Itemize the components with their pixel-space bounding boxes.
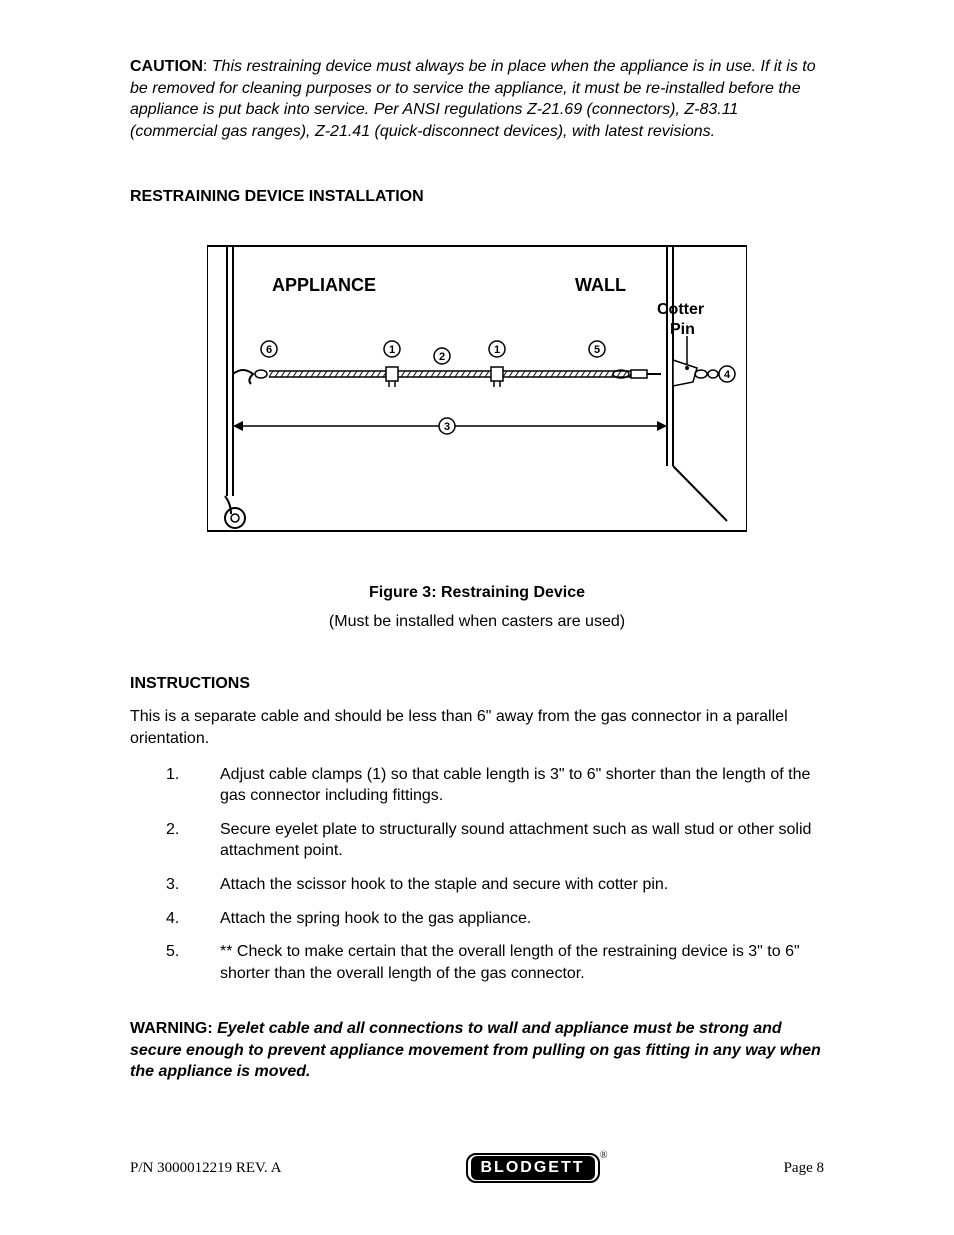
- footer-page-number: Page 8: [784, 1158, 824, 1178]
- warning-body: Eyelet cable and all connections to wall…: [130, 1020, 821, 1080]
- svg-text:3: 3: [444, 421, 450, 433]
- caution-separator: :: [203, 58, 212, 75]
- svg-text:5: 5: [594, 344, 600, 356]
- step-text: Secure eyelet plate to structurally soun…: [220, 819, 824, 862]
- steps-list: 1.Adjust cable clamps (1) so that cable …: [166, 764, 824, 985]
- svg-text:1: 1: [389, 344, 395, 356]
- svg-text:WALL: WALL: [575, 275, 626, 295]
- caution-paragraph: CAUTION: This restraining device must al…: [130, 56, 824, 142]
- brand-logo: BLODGETT ®: [466, 1153, 600, 1183]
- figure: 6 1 2 1 5 4 3 APPLIANCE WALL Cotter Pin: [207, 236, 747, 541]
- step-item: 3. Attach the scissor hook to the staple…: [166, 874, 824, 896]
- step-number: 1.: [166, 764, 220, 807]
- footer-logo-cell: BLODGETT ®: [281, 1153, 783, 1183]
- step-item: 1.Adjust cable clamps (1) so that cable …: [166, 764, 824, 807]
- warning-paragraph: WARNING: Eyelet cable and all connection…: [130, 1018, 824, 1083]
- step-text: Adjust cable clamps (1) so that cable le…: [220, 764, 824, 807]
- figure-wrap: 6 1 2 1 5 4 3 APPLIANCE WALL Cotter Pin Figure 3: …: [130, 236, 824, 633]
- section-heading: RESTRAINING DEVICE INSTALLATION: [130, 186, 824, 208]
- svg-text:1: 1: [494, 344, 500, 356]
- step-number: 5.: [166, 941, 220, 984]
- svg-text:4: 4: [724, 369, 731, 381]
- svg-text:2: 2: [439, 351, 445, 363]
- svg-text:Cotter: Cotter: [657, 301, 704, 318]
- step-item: 2.Secure eyelet plate to structurally so…: [166, 819, 824, 862]
- brand-logo-text: BLODGETT: [471, 1156, 595, 1180]
- svg-text:APPLIANCE: APPLIANCE: [272, 275, 376, 295]
- caution-label: CAUTION: [130, 58, 203, 75]
- step-text: Attach the scissor hook to the staple an…: [220, 874, 824, 896]
- instructions-intro: This is a separate cable and should be l…: [130, 706, 824, 749]
- figure-subtitle: (Must be installed when casters are used…: [130, 611, 824, 633]
- registered-mark-icon: ®: [600, 1149, 608, 1163]
- svg-text:6: 6: [266, 344, 272, 356]
- page-footer: P/N 3000012219 REV. A BLODGETT ® Page 8: [130, 1153, 824, 1183]
- caution-body: This restraining device must always be i…: [130, 58, 816, 140]
- step-item: 5.** Check to make certain that the over…: [166, 941, 824, 984]
- step-number: 3.: [166, 874, 220, 896]
- step-number: 4.: [166, 908, 220, 930]
- step-text: Attach the spring hook to the gas applia…: [220, 908, 824, 930]
- instructions-heading: INSTRUCTIONS: [130, 673, 824, 695]
- step-item: 4.Attach the spring hook to the gas appl…: [166, 908, 824, 930]
- restraining-device-diagram: 6 1 2 1 5 4 3 APPLIANCE WALL Cotter Pin: [207, 236, 747, 541]
- step-text: ** Check to make certain that the overal…: [220, 941, 824, 984]
- footer-part-number: P/N 3000012219 REV. A: [130, 1158, 281, 1178]
- figure-title: Figure 3: Restraining Device: [130, 582, 824, 604]
- warning-label: WARNING:: [130, 1020, 217, 1037]
- step-number: 2.: [166, 819, 220, 862]
- svg-text:Pin: Pin: [670, 321, 695, 338]
